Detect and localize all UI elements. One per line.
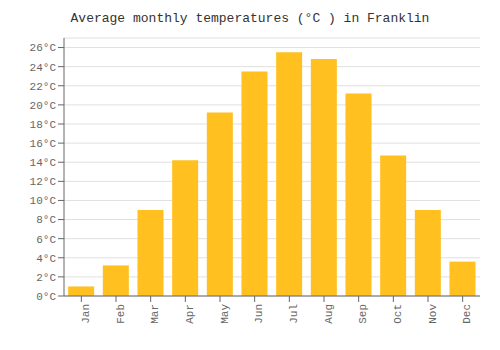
svg-text:Apr: Apr	[184, 304, 196, 324]
svg-text:0°C: 0°C	[36, 291, 56, 303]
svg-text:18°C: 18°C	[30, 119, 57, 131]
svg-text:20°C: 20°C	[30, 100, 57, 112]
svg-text:24°C: 24°C	[30, 62, 57, 74]
svg-text:May: May	[219, 304, 231, 324]
html-text:Average monthly temperatures (: Average monthly temperatures (°C ) in Fr…	[70, 11, 430, 26]
svg-text:10°C: 10°C	[30, 195, 57, 207]
svg-text:Mar: Mar	[149, 304, 161, 324]
svg-text:2°C: 2°C	[36, 272, 56, 284]
svg-text:Nov: Nov	[427, 304, 439, 324]
svg-text:Jan: Jan	[80, 304, 92, 324]
svg-text:26°C: 26°C	[30, 42, 57, 54]
svg-text:Aug: Aug	[323, 304, 335, 324]
svg-text:Sep: Sep	[357, 304, 369, 324]
svg-text:Jul: Jul	[288, 304, 300, 324]
svg-text:Oct: Oct	[392, 304, 404, 324]
svg-text:22°C: 22°C	[30, 81, 57, 93]
svg-text:8°C: 8°C	[36, 214, 56, 226]
svg-text:16°C: 16°C	[30, 138, 57, 150]
svg-text:6°C: 6°C	[36, 234, 56, 246]
svg-text:12°C: 12°C	[30, 176, 57, 188]
svg-text:14°C: 14°C	[30, 157, 57, 169]
svg-text:4°C: 4°C	[36, 253, 56, 265]
svg-text:Jun: Jun	[253, 304, 265, 324]
svg-text:Dec: Dec	[461, 304, 473, 324]
svg-text:Feb: Feb	[115, 304, 127, 324]
